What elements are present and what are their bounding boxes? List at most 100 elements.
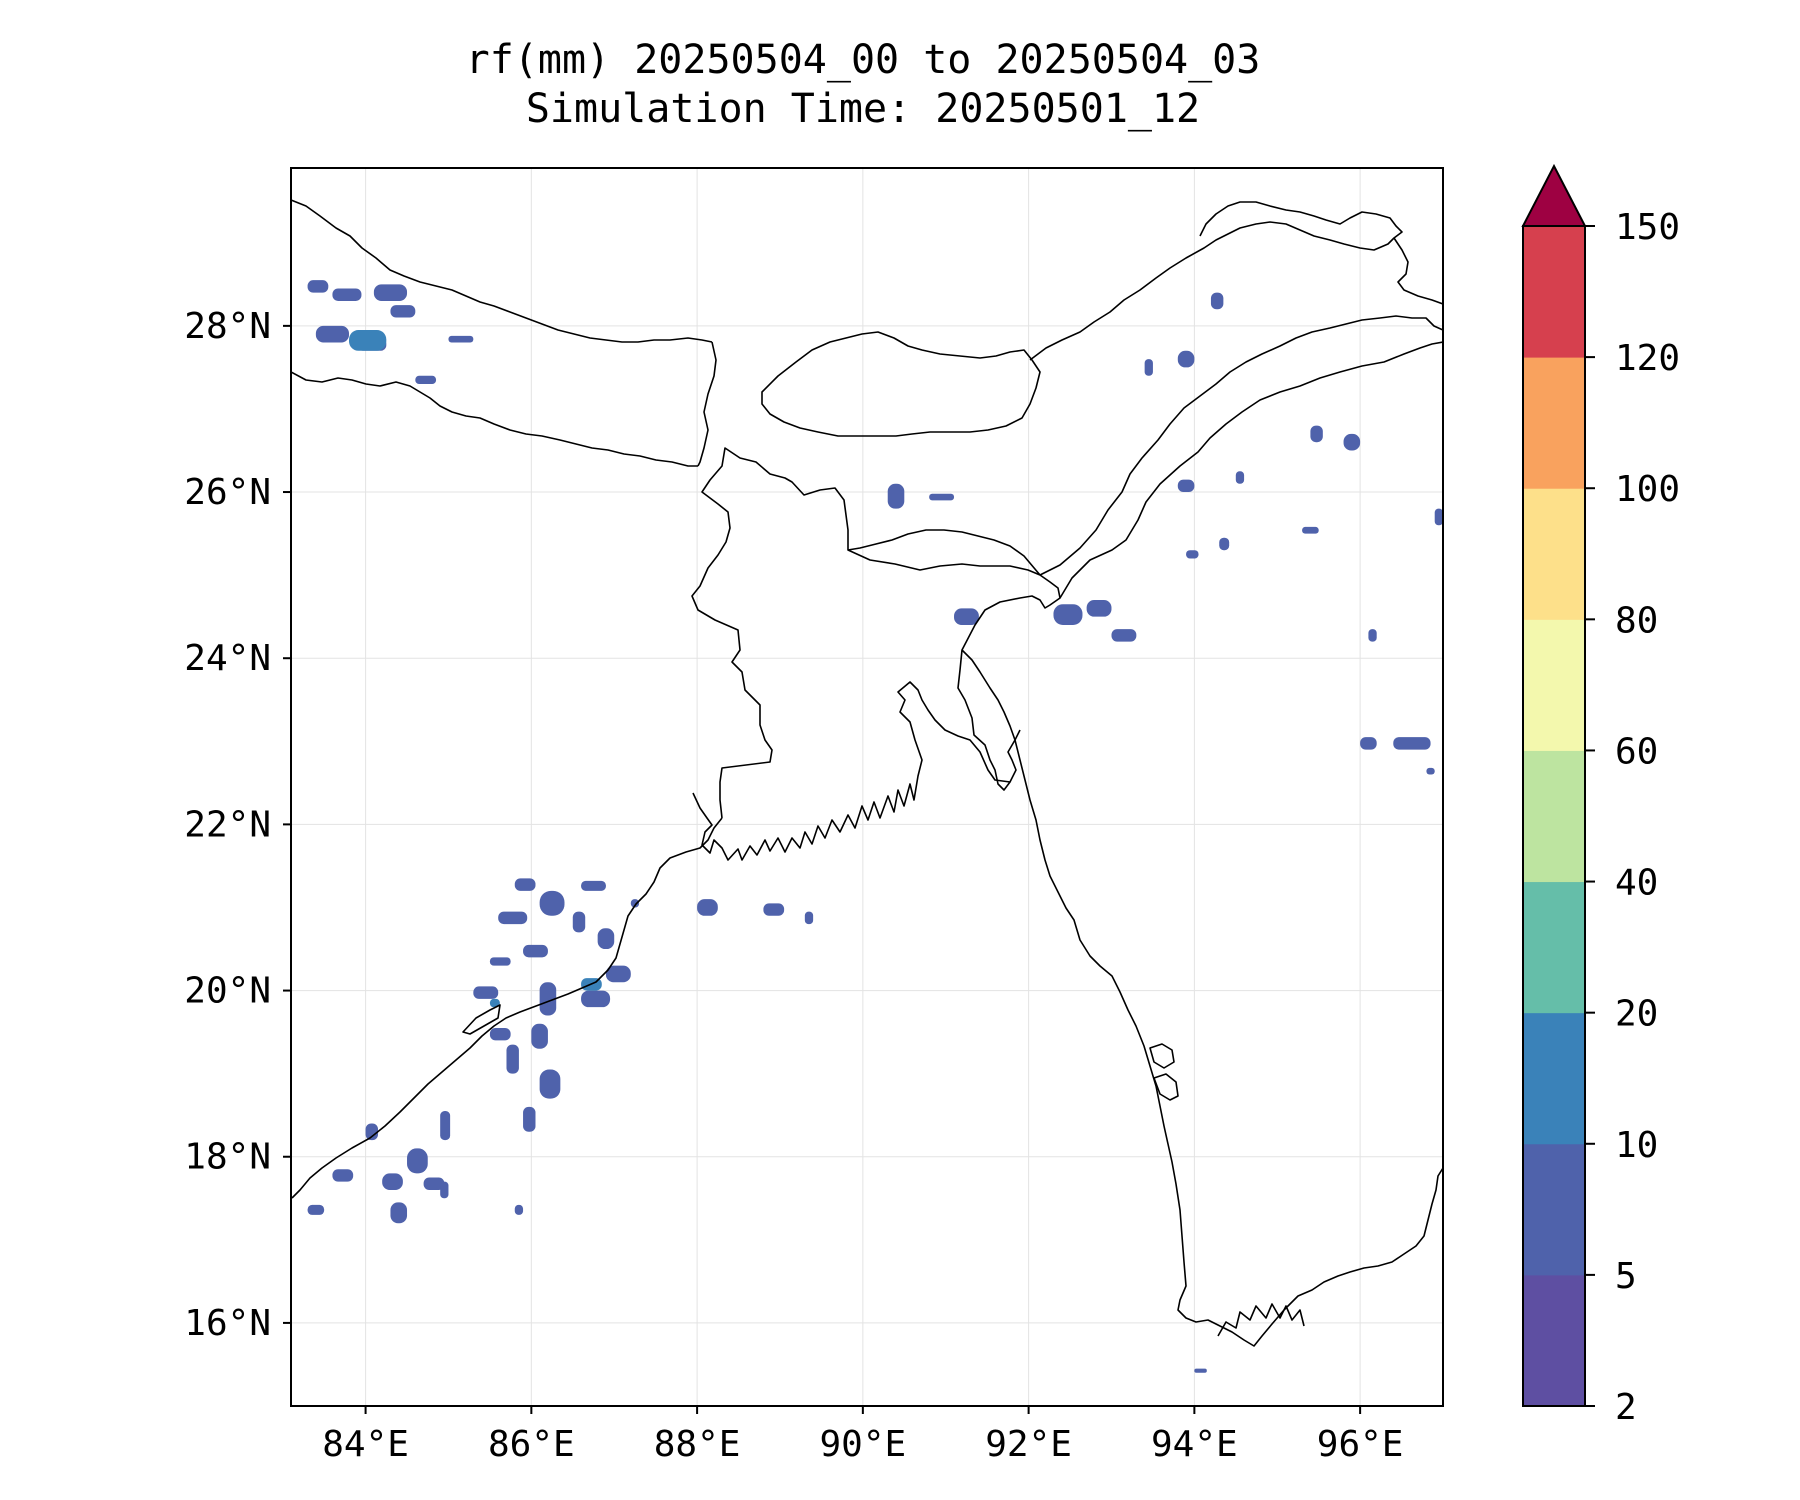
rainfall-cell-5-10 (315, 325, 350, 343)
colorbar-segment (1523, 1143, 1585, 1276)
rainfall-cell-5-10 (763, 903, 785, 916)
myanmar-coastline (1014, 739, 1443, 1347)
rainfall-cell-5-10 (531, 1023, 548, 1049)
coastal-lagoon (462, 1004, 501, 1035)
rainfall-cell-5-10 (373, 284, 408, 301)
colorbar-segment (1523, 226, 1585, 358)
lat-tick-label: 18°N (184, 1137, 271, 1178)
irrawaddy-delta (1217, 1303, 1305, 1337)
northeast-india-border (1039, 315, 1443, 576)
lat-tick-label: 22°N (184, 804, 271, 845)
rainfall-cell-5-10 (1426, 767, 1435, 775)
lon-tick-label: 92°E (985, 1424, 1072, 1465)
colorbar-segment (1523, 881, 1585, 1014)
lat-tick-label: 16°N (184, 1303, 271, 1344)
rainfall-cell-5-10 (804, 911, 814, 925)
bangladesh-border (691, 447, 1061, 819)
colorbar-extend-triangle (1521, 163, 1587, 227)
rainfall-cell-5-10 (1053, 604, 1083, 625)
coastline-and-borders (291, 199, 1443, 1347)
colorbar: 2 5 10 20 40 60 80 100 120 150 (1521, 163, 1680, 1428)
lon-tick-label: 86°E (488, 1424, 575, 1465)
rainfall-cell-5-10 (514, 1204, 524, 1215)
rainfall-cell-5-10 (523, 944, 548, 958)
map-background (291, 168, 1443, 1406)
northern-boundary (1029, 201, 1403, 361)
rainfall-cell-5-10 (1210, 292, 1224, 310)
rainfall-cell-5-10 (440, 1111, 451, 1141)
map-title-line1: rf(mm) 20250504_00 to 20250504_03 (466, 37, 1261, 83)
rainfall-cell-5-10 (332, 1169, 354, 1182)
lon-tick-label: 88°E (654, 1424, 741, 1465)
rainfall-cell-10-20 (349, 330, 387, 351)
latitude-axis: 16°N 18°N 20°N 22°N 24°N 26°N 28°N (184, 306, 291, 1344)
rainfall-cell-5-10 (1144, 359, 1153, 376)
rainfall-cell-5-10 (307, 1204, 325, 1215)
map-panel (290, 167, 1444, 1407)
rainfall-cell-5-10 (506, 1044, 519, 1074)
map-title-line2: Simulation Time: 20250501_12 (526, 86, 1200, 132)
rainfall-cell-5-10 (489, 957, 511, 966)
colorbar-label: 10 (1615, 1125, 1658, 1166)
map-frame (290, 167, 1444, 1407)
rainfall-cell-5-10 (1086, 600, 1112, 617)
nepal-northern-border (291, 199, 713, 343)
colorbar-label: 80 (1615, 600, 1658, 641)
rainfall-cell-5-10 (929, 493, 955, 501)
rainfall-cell-5-10 (448, 335, 474, 343)
lon-tick-label: 90°E (820, 1424, 907, 1465)
lon-tick-label: 84°E (322, 1424, 409, 1465)
rainfall-cell-5-10 (887, 483, 905, 509)
rainfall-cell-5-10 (954, 608, 979, 625)
rainfall-cell-5-10 (581, 990, 611, 1008)
colorbar-label: 5 (1615, 1256, 1637, 1297)
cheduba-island (1149, 1043, 1175, 1069)
colorbar-segment (1523, 1274, 1585, 1407)
rainfall-cell-5-10 (1434, 508, 1443, 526)
colorbar-label: 40 (1615, 863, 1658, 904)
rainfall-cell-5-10 (539, 982, 557, 1016)
rainfall-cell-5-10 (1177, 350, 1195, 368)
colorbar-segment (1523, 357, 1585, 489)
colorbar-label: 2 (1615, 1387, 1637, 1428)
colorbar-frame (1522, 225, 1586, 1407)
rainfall-cell-5-10 (489, 1027, 511, 1041)
rainfall-cell-5-10 (1177, 479, 1195, 493)
rainfall-cell-5-10 (1235, 471, 1245, 484)
rainfall-cell-5-10 (1310, 425, 1323, 443)
sikkim-border (697, 341, 717, 467)
meghalaya-border (847, 529, 1041, 576)
lat-tick-label: 20°N (184, 971, 271, 1012)
rainfall-cell-5-10 (415, 375, 437, 385)
lat-tick-label: 24°N (184, 638, 271, 679)
lon-tick-label: 94°E (1151, 1424, 1238, 1465)
colorbar-label: 150 (1615, 207, 1680, 248)
rainfall-cell-5-10 (1111, 629, 1137, 642)
colorbar-label: 20 (1615, 994, 1658, 1035)
colorbar-segment (1523, 1012, 1585, 1145)
rainfall-cell-5-10 (390, 1202, 408, 1224)
rainfall-cell-5-10 (1194, 1368, 1207, 1373)
lat-tick-label: 28°N (184, 306, 271, 347)
rainfall-cell-5-10 (332, 288, 362, 301)
rainfall-cell-5-10 (423, 1177, 445, 1190)
rainfall-layer (307, 280, 1443, 1373)
rainfall-cell-5-10 (597, 928, 615, 950)
rainfall-cell-5-10 (1393, 737, 1431, 750)
rainfall-cell-10-20 (489, 998, 500, 1008)
rainfall-cell-5-10 (581, 880, 606, 891)
bengal-delta-coastline (692, 681, 1021, 861)
lon-tick-label: 96°E (1317, 1424, 1404, 1465)
rainfall-cell-5-10 (390, 305, 416, 318)
rainfall-cell-5-10 (1360, 737, 1377, 750)
rainfall-cell-5-10 (605, 965, 631, 983)
rainfall-cell-5-10 (572, 911, 586, 933)
colorbar-label: 120 (1615, 338, 1680, 379)
colorbar-label: 60 (1615, 731, 1658, 772)
ramree-island (1153, 1073, 1179, 1101)
rainfall-cell-5-10 (1186, 550, 1199, 559)
myanmar-india-border (1059, 341, 1443, 599)
colorbar-segment (1523, 488, 1585, 620)
colorbar-segment (1523, 619, 1585, 751)
